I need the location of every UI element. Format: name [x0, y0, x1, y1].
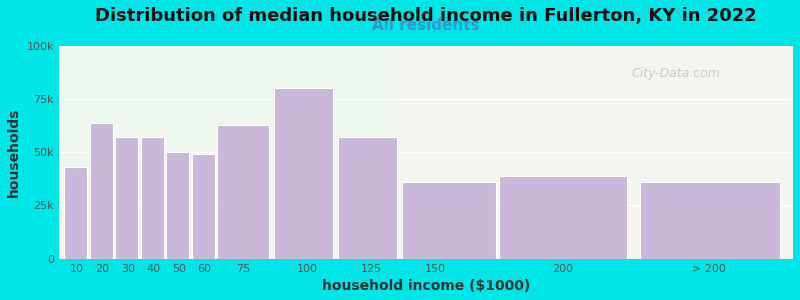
- Bar: [274, 88, 333, 259]
- Bar: [218, 124, 269, 259]
- Text: All residents: All residents: [372, 18, 480, 33]
- Bar: [192, 154, 215, 259]
- Bar: [59, 46, 397, 259]
- Bar: [64, 167, 87, 259]
- Bar: [639, 182, 780, 259]
- Bar: [141, 137, 164, 259]
- Bar: [115, 137, 138, 259]
- Bar: [90, 122, 113, 259]
- Bar: [499, 176, 626, 259]
- X-axis label: household income ($1000): household income ($1000): [322, 279, 530, 293]
- Bar: [402, 182, 496, 259]
- Bar: [166, 152, 190, 259]
- Text: City-Data.com: City-Data.com: [631, 67, 721, 80]
- Y-axis label: households: households: [7, 108, 21, 197]
- Title: Distribution of median household income in Fullerton, KY in 2022: Distribution of median household income …: [95, 7, 757, 25]
- Bar: [338, 137, 397, 259]
